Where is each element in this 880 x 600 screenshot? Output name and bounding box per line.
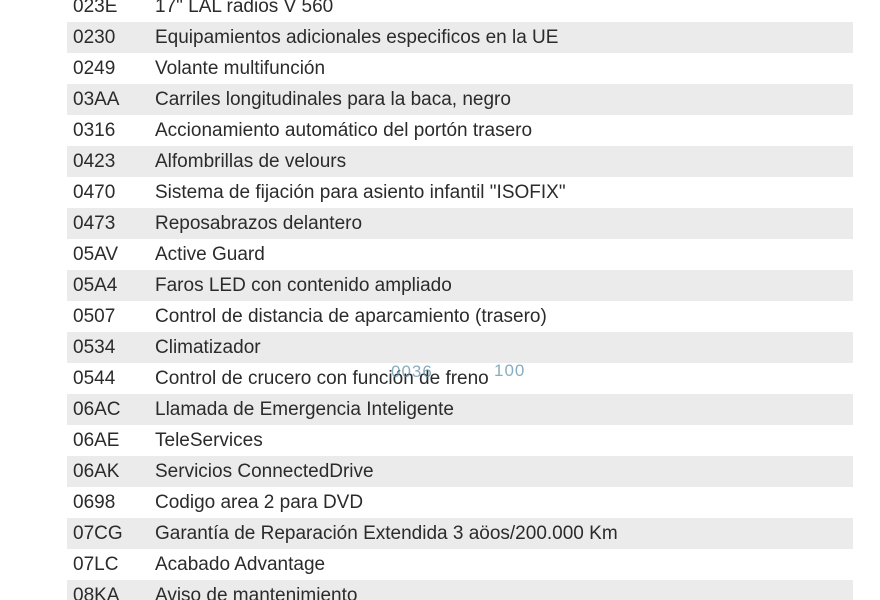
table-row: 0316 Accionamiento automático del portón … [67,115,853,146]
option-description: Servicios ConnectedDrive [155,461,374,482]
option-code: 06AC [73,399,121,420]
option-code: 023E [73,0,118,17]
option-code: 0470 [73,182,116,203]
table-row: 07LC Acabado Advantage [67,549,853,580]
option-code: 08KA [73,585,120,600]
option-code: 0473 [73,213,116,234]
option-description: Active Guard [155,244,265,265]
option-description: Llamada de Emergencia Inteligente [155,399,454,420]
table-row: 0473 Reposabrazos delantero [67,208,853,239]
option-code: 07CG [73,523,123,544]
table-row: 0470 Sistema de fijación para asiento inf… [67,177,853,208]
option-description: Volante multifunción [155,58,326,79]
option-description: Garantía de Reparación Extendida 3 aöos/… [155,523,618,544]
table-row: 05AV Active Guard [67,239,853,270]
table-row: 06AC Llamada de Emergencia Inteligente [67,394,853,425]
option-description: 17" LAL radios V 560 [155,0,334,17]
option-description: Aviso de mantenimiento [155,585,358,600]
option-description: Acabado Advantage [155,554,326,575]
option-code: 0230 [73,27,116,48]
option-description: Equipamientos adicionales especificos en… [155,27,559,48]
option-description: Reposabrazos delantero [155,213,363,234]
option-code: 06AK [73,461,120,482]
option-description: Accionamiento automático del portón tras… [155,120,533,141]
option-description: Climatizador [155,337,261,358]
table-row: 0249 Volante multifunción [67,53,853,84]
option-description: Faros LED con contenido ampliado [155,275,452,296]
option-code: 0534 [73,337,116,358]
option-description: Control de distancia de aparcamiento (tr… [155,306,547,327]
option-code: 05AV [73,244,119,265]
option-code: 0423 [73,151,116,172]
option-description: TeleServices [155,430,263,451]
table-row: 05A4 Faros LED con contenido ampliado [67,270,853,301]
table-row: 08KA Aviso de mantenimiento [67,580,853,600]
table-row: 06AE TeleServices [67,425,853,456]
option-code: 0698 [73,492,116,513]
option-code: 05A4 [73,275,118,296]
option-code: 0249 [73,58,116,79]
table-row: 06AK Servicios ConnectedDrive [67,456,853,487]
table-row: 0230 Equipamientos adicionales especifico… [67,22,853,53]
option-description: Alfombrillas de velours [155,151,347,172]
table-row: 023E 17" LAL radios V 560 [67,0,853,22]
option-description: Sistema de fijación para asiento infanti… [155,182,566,203]
option-description: Codigo area 2 para DVD [155,492,364,513]
table-row: 0507 Control de distancia de aparcamiento… [67,301,853,332]
equipment-codes-table: 023E 17" LAL radios V 560 0230 Equipamiento… [67,0,853,600]
option-code: 06AE [73,430,120,451]
table-row: 0698 Codigo area 2 para DVD [67,487,853,518]
table-row: 07CG Garantía de Reparación Extendida 3 a… [67,518,853,549]
table-row: 0544 Control de crucero con función de fr… [67,363,853,394]
option-description: Control de crucero con función de freno [155,368,489,389]
option-code: 0544 [73,368,116,389]
option-code: 0507 [73,306,116,327]
table-row: 03AA Carriles longitudinales para la baca… [67,84,853,115]
table-row: 0534 Climatizador [67,332,853,363]
option-code: 03AA [73,89,120,110]
option-code: 07LC [73,554,119,575]
option-description: Carriles longitudinales para la baca, ne… [155,89,511,110]
table-row: 0423 Alfombrillas de velours [67,146,853,177]
option-code: 0316 [73,120,116,141]
